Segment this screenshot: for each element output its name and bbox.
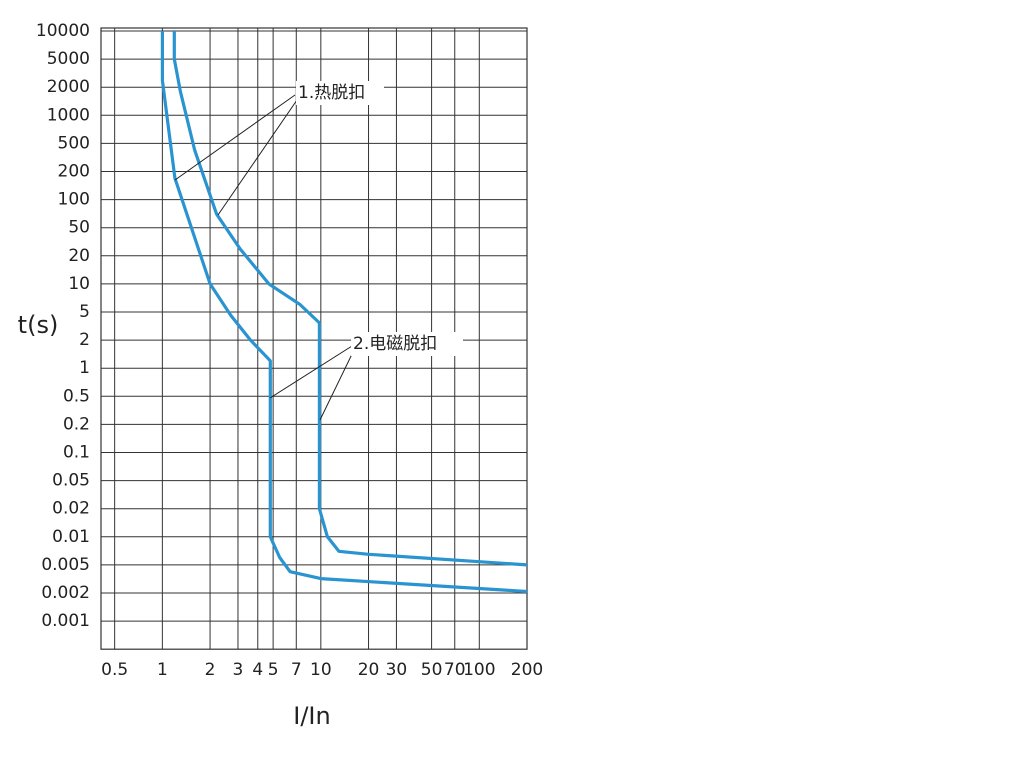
y-tick-label: 5000 [47,49,90,69]
x-tick-label: 20 [358,660,380,680]
y-axis-label: t(s) [18,311,59,339]
y-tick-label: 100 [58,190,90,210]
x-tick-label: 7 [291,660,302,680]
plot-area: 10000 5000 2000 1000 500 200 100 50 20 10 5 2 1 0.5 0.… [36,21,543,680]
y-tick-label: 200 [58,162,90,182]
x-tick-label: 5 [268,660,279,680]
y-tick-label: 0.01 [52,527,90,547]
x-axis-label: I/In [293,702,330,730]
x-tick-label: 10 [310,660,332,680]
leader-line [319,349,355,421]
y-tick-label: 1000 [47,105,90,125]
x-tick-label: 3 [233,660,244,680]
leader-line [269,345,353,399]
annotation: 2.电磁脱扣 [353,334,437,354]
annotation: 1.热脱扣 [298,83,365,103]
x-tick-label: 2 [205,660,216,680]
y-tick-label: 10 [68,274,90,294]
y-tick-label: 1 [79,358,90,378]
y-tick-label: 10000 [36,21,90,41]
leader-line [217,99,298,216]
y-tick-label: 0.2 [63,414,90,434]
y-tick-label: 50 [68,218,90,238]
y-tick-label: 0.05 [52,471,90,491]
x-tick-label: 50 [421,660,443,680]
x-tick-label: 1 [157,660,168,680]
x-tick-label: 100 [463,660,495,680]
y-tick-label: 0.1 [63,443,90,463]
x-tick-label: 200 [511,660,543,680]
y-tick-label: 20 [68,246,90,266]
x-tick-label: 4 [252,660,263,680]
y-tick-label: 2000 [47,77,90,97]
label-bg [296,81,384,105]
y-tick-label: 0.5 [63,386,90,406]
plot-frame [100,27,528,650]
annotations: 1.热脱扣 2.电磁脱扣 [174,81,463,421]
y-tick-label: 5 [79,302,90,322]
y-tick-label: 0.02 [52,499,90,519]
y-tick-label: 2 [79,330,90,350]
y-tick-label: 0.001 [41,611,90,631]
x-tick-label: 70 [444,660,466,680]
label-bg [351,332,463,356]
curve [172,31,528,567]
curve [160,31,528,594]
x-tick-label: 0.5 [101,660,128,680]
leader-line [174,94,296,181]
y-tick-label: 0.002 [41,583,90,603]
y-tick-label: 0.005 [41,555,90,575]
y-tick-label: 500 [58,133,90,153]
x-tick-label: 30 [386,660,408,680]
